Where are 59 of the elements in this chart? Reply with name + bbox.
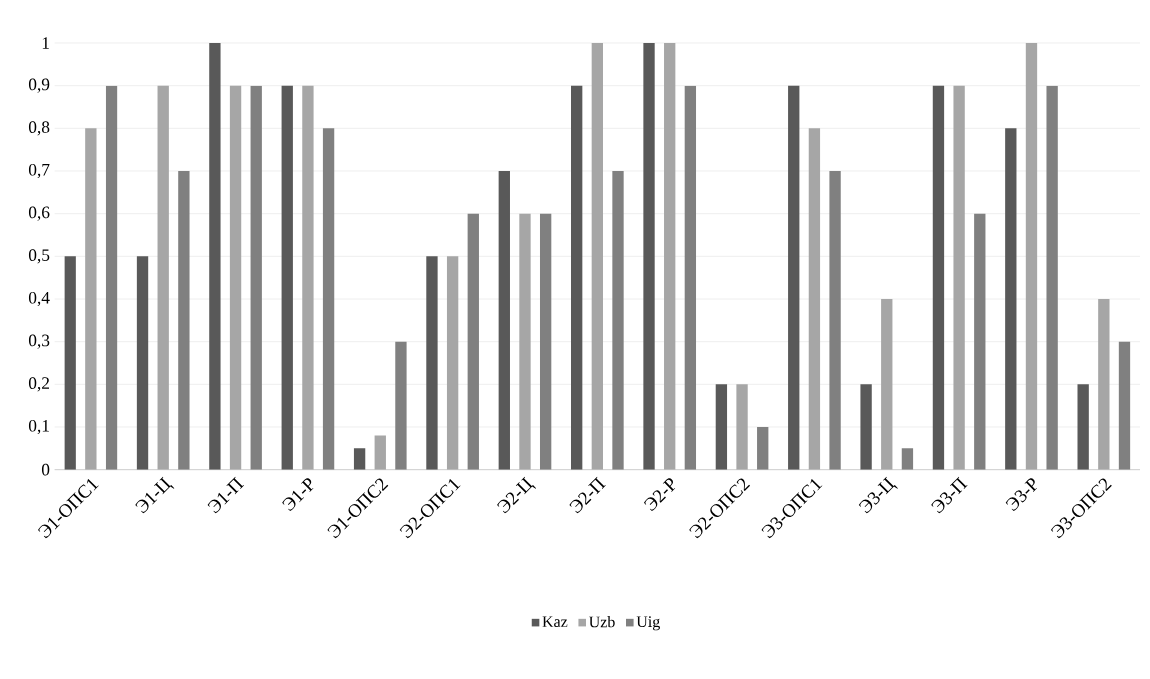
y-tick-label: 1: [42, 37, 49, 49]
bar: [953, 85, 965, 470]
bar: [1046, 85, 1058, 470]
y-tick-label: 0,1: [28, 419, 49, 435]
bar: [881, 299, 893, 470]
bar: [612, 171, 624, 470]
bar: [1118, 341, 1131, 470]
bar: [860, 384, 872, 470]
bar: [85, 128, 97, 470]
legend-label: Kaz: [542, 616, 568, 628]
y-tick-label: 0,8: [28, 121, 50, 136]
bar: [64, 256, 76, 470]
bar: [571, 85, 583, 470]
bar: [901, 448, 914, 470]
y-tick-label: 0: [41, 463, 50, 476]
y-tick-label: 0,4: [28, 291, 50, 307]
legend-label: Uig: [636, 616, 660, 631]
bar: [395, 341, 407, 470]
bar: [1005, 128, 1017, 470]
bar: [250, 85, 262, 470]
bar: [684, 85, 697, 470]
bar: [974, 213, 986, 470]
bar: [426, 256, 438, 470]
bar: [808, 128, 821, 470]
y-tick-label: 0,3: [28, 334, 50, 349]
bar: [664, 43, 676, 470]
bar: [136, 256, 149, 470]
bar: [281, 85, 293, 470]
bar: [519, 213, 531, 470]
bar: [105, 85, 118, 470]
bar: [209, 43, 221, 470]
y-tick-label: 0,6: [28, 206, 50, 221]
bar: [539, 213, 552, 470]
y-tick-label: 0,2: [28, 377, 50, 392]
bar: [467, 213, 479, 470]
bar: [374, 435, 386, 470]
bar: [302, 85, 314, 470]
bar: [591, 43, 604, 470]
bar: [178, 171, 190, 470]
y-tick-label: 0,9: [28, 78, 50, 93]
bar: [736, 384, 748, 470]
bar: [498, 171, 510, 470]
bar: [322, 128, 335, 470]
bar: [715, 384, 728, 470]
y-tick-label: 0,5: [28, 249, 50, 264]
bar: [446, 256, 459, 470]
bar: [1098, 299, 1110, 470]
bar: [788, 85, 800, 470]
bar: [829, 171, 841, 470]
bar: [229, 85, 242, 470]
bar: [1077, 384, 1089, 470]
bar: [157, 85, 169, 470]
legend-label: Uzb: [589, 616, 615, 628]
bar: [757, 427, 769, 470]
y-tick-label: 0,7: [28, 163, 50, 179]
bar: [1025, 43, 1038, 470]
bar: [353, 448, 366, 470]
bar: [932, 85, 945, 470]
bar: [643, 43, 655, 470]
